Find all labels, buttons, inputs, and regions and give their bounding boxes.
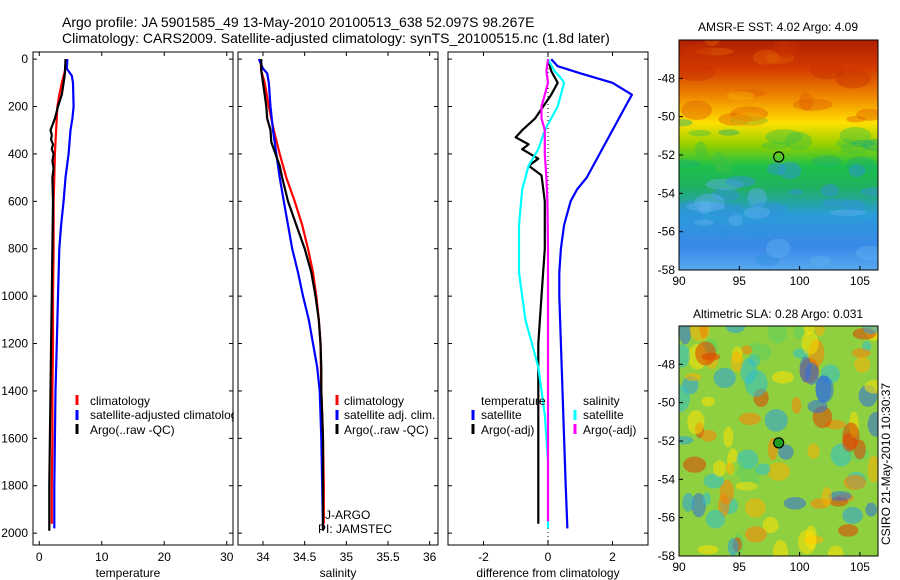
x-tick-label: 35.5 [376, 550, 400, 564]
series-line-black [48, 59, 67, 531]
temperature-series [48, 58, 75, 531]
series-line-blue [53, 59, 75, 529]
series-line-red [50, 58, 68, 524]
map-y-tick-label: -56 [658, 225, 676, 239]
depth-tick-label: 800 [8, 242, 28, 256]
jargo-annotation: J-ARGO [325, 508, 370, 522]
temperature-legend: climatology satellite-adjusted climatolo… [75, 394, 237, 437]
series-line-cyan [517, 58, 566, 529]
depth-tick-label: 200 [8, 100, 28, 114]
map-x-tick-label: 105 [850, 274, 870, 288]
x-tick-label: 34.5 [293, 550, 317, 564]
x-tick-label: 20 [158, 550, 172, 564]
map-y-tick-label: -54 [658, 186, 676, 200]
map-x-tick-label: 95 [733, 274, 747, 288]
x-tick-label: 10 [95, 550, 109, 564]
depth-tick-label: 400 [8, 147, 28, 161]
legend-label: Argo(-adj) [481, 423, 534, 437]
x-tick-label: 34 [256, 550, 270, 564]
series-line-blue [257, 58, 325, 529]
sla-map-title: Altimetric SLA: 0.28 Argo: 0.031 [693, 307, 863, 321]
map-x-tick-label: 95 [733, 560, 747, 574]
depth-tick-label: 0 [21, 52, 28, 66]
legend-title-temperature: temperature [481, 394, 546, 408]
depth-tick-label: 1600 [1, 431, 28, 445]
legend-label: satellite-adjusted climatolog [90, 408, 237, 422]
argo-location-marker [773, 151, 785, 163]
map-x-tick-label: 100 [790, 560, 810, 574]
legend-label: satellite [481, 408, 522, 422]
salinity-legend: climatology satellite adj. clim. Argo(..… [335, 394, 435, 437]
x-tick-label: -2 [478, 550, 489, 564]
sst-map-title: AMSR-E SST: 4.02 Argo: 4.09 [698, 20, 858, 34]
depth-tick-label: 1000 [1, 289, 28, 303]
map-y-tick-label: -58 [658, 549, 676, 563]
legend-label: Argo(..raw -QC) [344, 423, 429, 437]
x-tick-label: 30 [220, 550, 234, 564]
map-y-tick-label: -50 [658, 110, 676, 124]
legend-label: Argo(-adj) [583, 423, 636, 437]
legend-label: satellite [583, 408, 624, 422]
x-tick-label: 0 [545, 550, 552, 564]
map-y-tick-label: -52 [658, 148, 676, 162]
x-tick-label: 2 [609, 550, 616, 564]
map-y-tick-label: -52 [658, 434, 676, 448]
difference-series [514, 58, 634, 529]
legend-label: Argo(..raw -QC) [90, 423, 175, 437]
legend-title-salinity: salinity [583, 394, 620, 408]
map-x-tick-label: 100 [790, 274, 810, 288]
pi-annotation: PI: JAMSTEC [318, 522, 392, 536]
header-line-2: Climatology: CARS2009. Satellite-adjuste… [62, 30, 610, 46]
series-line-blue [550, 58, 634, 529]
temperature-axes [32, 51, 234, 546]
csiro-timestamp: CSIRO 21-May-2010 10:30:37 [879, 383, 893, 545]
salinity-axes [237, 51, 439, 546]
depth-tick-label: 2000 [1, 526, 28, 540]
x-tick-label: 36 [423, 550, 437, 564]
difference-legend: temperature salinity satellite Argo(-adj… [471, 394, 636, 437]
legend-label: satellite adj. clim. [344, 408, 435, 422]
sst-heatmap [679, 40, 878, 270]
map-x-tick-label: 90 [672, 274, 686, 288]
map-y-tick-label: -48 [658, 71, 676, 85]
salinity-series [257, 58, 325, 531]
legend-label: climatology [344, 394, 404, 408]
map-y-tick-label: -54 [658, 472, 676, 486]
series-line-magenta [540, 58, 550, 522]
x-tick-label: 0 [36, 550, 43, 564]
series-line-black [260, 59, 325, 531]
depth-tick-label: 1800 [1, 479, 28, 493]
series-line-black [514, 58, 559, 524]
argo-location-marker [773, 437, 785, 449]
depth-tick-label: 1200 [1, 337, 28, 351]
temperature-xlabel: temperature [96, 566, 161, 580]
depth-tick-labels: 0 200 400 600 800 1000 1200 1400 1600 1800 2000 [1, 52, 28, 540]
depth-tick-label: 1400 [1, 384, 28, 398]
axis-ticks: 0 10 20 30 34 34.5 35 35.5 36 -2 0 2 [33, 52, 648, 564]
map-y-tick-label: -48 [658, 357, 676, 371]
map-y-tick-label: -50 [658, 396, 676, 410]
x-tick-label: 35 [340, 550, 354, 564]
salinity-xlabel: salinity [320, 566, 357, 580]
map-x-tick-label: 90 [672, 560, 686, 574]
map-y-tick-label: -56 [658, 511, 676, 525]
depth-tick-label: 600 [8, 194, 28, 208]
sla-heatmap [679, 326, 878, 556]
map-y-tick-label: -58 [658, 263, 676, 277]
map-x-tick-label: 105 [850, 560, 870, 574]
difference-xlabel: difference from climatology [476, 566, 619, 580]
legend-label: climatology [90, 394, 150, 408]
header-line-1: Argo profile: JA 5901585_49 13-May-2010 … [62, 14, 535, 30]
